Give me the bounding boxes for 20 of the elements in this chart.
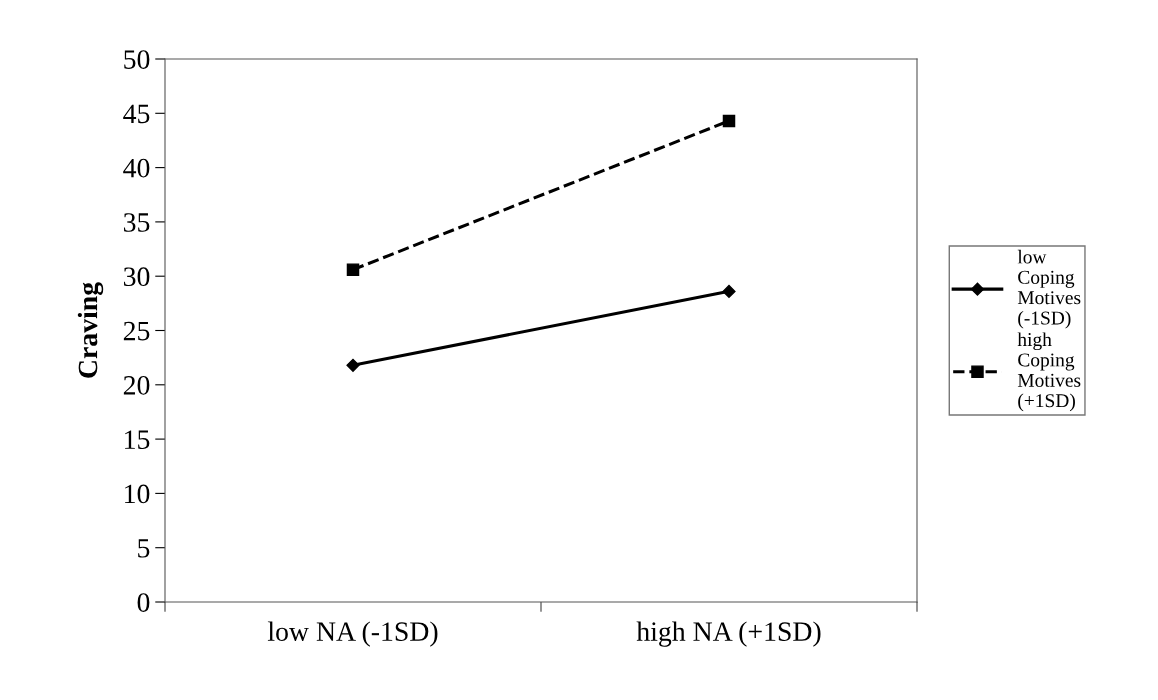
y-tick-label: 50 [124,50,150,69]
y-tick-label: 30 [123,267,150,287]
point [722,114,736,128]
point [346,358,360,372]
y-tick-label: 40 [123,158,150,178]
y-tick-label: 15 [125,430,150,450]
legend-label: high Coping Motives (+1SD) [1017,332,1081,412]
point [722,284,736,298]
x-tick-label: high NA (+1SD) [636,621,821,647]
y-axis-title: Craving [77,282,104,378]
legend-label: low Coping Motives (-1SD) [1017,249,1081,329]
y-tick-label: 5 [138,539,150,558]
y-tick-label: 10 [125,484,150,504]
y-tick-label: 45 [123,104,150,124]
point [346,263,360,276]
y-tick-label: 35 [123,213,150,232]
y-tick-label: 0 [137,593,150,612]
x-tick-label: low NA (-1SD) [267,621,438,647]
y-tick-label: 20 [123,375,150,395]
y-tick-label: 25 [123,321,150,341]
